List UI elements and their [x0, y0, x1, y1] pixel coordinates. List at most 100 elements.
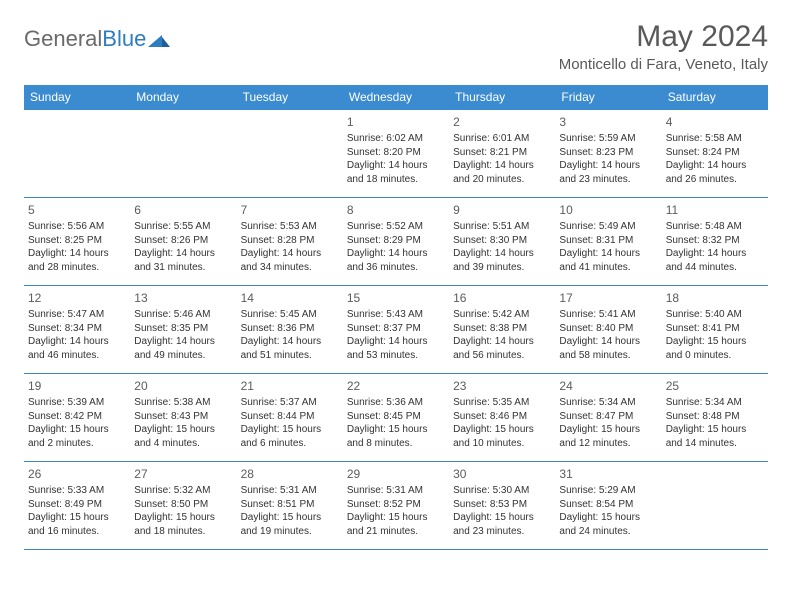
- brand-part1: General: [24, 26, 102, 52]
- calendar-page: GeneralBlue May 2024 Monticello di Fara,…: [0, 0, 792, 570]
- daylight-text: Daylight: 14 hours and 46 minutes.: [28, 335, 126, 362]
- daylight-text: Daylight: 14 hours and 56 minutes.: [453, 335, 551, 362]
- daylight-text: Daylight: 15 hours and 12 minutes.: [559, 423, 657, 450]
- sunrise-text: Sunrise: 5:51 AM: [453, 220, 551, 234]
- calendar-day-cell: 15Sunrise: 5:43 AMSunset: 8:37 PMDayligh…: [343, 286, 449, 374]
- day-number: 31: [559, 466, 657, 482]
- day-number: 3: [559, 114, 657, 130]
- sunrise-text: Sunrise: 5:53 AM: [241, 220, 339, 234]
- sunset-text: Sunset: 8:34 PM: [28, 322, 126, 336]
- daylight-text: Daylight: 15 hours and 0 minutes.: [666, 335, 764, 362]
- calendar-table: Sunday Monday Tuesday Wednesday Thursday…: [24, 85, 768, 550]
- calendar-day-cell: 8Sunrise: 5:52 AMSunset: 8:29 PMDaylight…: [343, 198, 449, 286]
- day-number: 6: [134, 202, 232, 218]
- day-number: 15: [347, 290, 445, 306]
- sunset-text: Sunset: 8:54 PM: [559, 498, 657, 512]
- sunset-text: Sunset: 8:21 PM: [453, 146, 551, 160]
- sunrise-text: Sunrise: 5:39 AM: [28, 396, 126, 410]
- sunrise-text: Sunrise: 5:34 AM: [666, 396, 764, 410]
- calendar-day-cell: 25Sunrise: 5:34 AMSunset: 8:48 PMDayligh…: [662, 374, 768, 462]
- sunrise-text: Sunrise: 5:36 AM: [347, 396, 445, 410]
- daylight-text: Daylight: 14 hours and 18 minutes.: [347, 159, 445, 186]
- sunrise-text: Sunrise: 5:45 AM: [241, 308, 339, 322]
- sunrise-text: Sunrise: 5:30 AM: [453, 484, 551, 498]
- sunset-text: Sunset: 8:38 PM: [453, 322, 551, 336]
- calendar-day-cell: [662, 462, 768, 550]
- sunrise-text: Sunrise: 5:31 AM: [347, 484, 445, 498]
- sunset-text: Sunset: 8:29 PM: [347, 234, 445, 248]
- day-number: 2: [453, 114, 551, 130]
- sunset-text: Sunset: 8:28 PM: [241, 234, 339, 248]
- day-header: Friday: [555, 85, 661, 110]
- day-number: 1: [347, 114, 445, 130]
- calendar-day-cell: 19Sunrise: 5:39 AMSunset: 8:42 PMDayligh…: [24, 374, 130, 462]
- daylight-text: Daylight: 14 hours and 28 minutes.: [28, 247, 126, 274]
- daylight-text: Daylight: 15 hours and 24 minutes.: [559, 511, 657, 538]
- day-number: 9: [453, 202, 551, 218]
- calendar-day-cell: 11Sunrise: 5:48 AMSunset: 8:32 PMDayligh…: [662, 198, 768, 286]
- calendar-day-cell: 18 Sunrise: 5:40 AMSunset: 8:41 PMDayligh…: [662, 286, 768, 374]
- day-number: 4: [666, 114, 764, 130]
- calendar-day-cell: 26Sunrise: 5:33 AMSunset: 8:49 PMDayligh…: [24, 462, 130, 550]
- page-header: GeneralBlue May 2024 Monticello di Fara,…: [24, 20, 768, 73]
- day-number: 28: [241, 466, 339, 482]
- day-header: Sunday: [24, 85, 130, 110]
- sunrise-text: Sunrise: 5:46 AM: [134, 308, 232, 322]
- calendar-day-cell: 14Sunrise: 5:45 AMSunset: 8:36 PMDayligh…: [237, 286, 343, 374]
- calendar-day-cell: 31 Sunrise: 5:29 AMSunset: 8:54 PMDayligh…: [555, 462, 661, 550]
- calendar-week-row: 5Sunrise: 5:56 AMSunset: 8:25 PMDaylight…: [24, 198, 768, 286]
- day-number: 18: [666, 290, 764, 306]
- sunrise-text: Sunrise: 5:31 AM: [241, 484, 339, 498]
- daylight-text: Daylight: 15 hours and 4 minutes.: [134, 423, 232, 450]
- calendar-week-row: 26Sunrise: 5:33 AMSunset: 8:49 PMDayligh…: [24, 462, 768, 550]
- sunset-text: Sunset: 8:46 PM: [453, 410, 551, 424]
- sunrise-text: Sunrise: 5:38 AM: [134, 396, 232, 410]
- sunrise-text: Sunrise: 5:34 AM: [559, 396, 657, 410]
- calendar-day-cell: 6Sunrise: 5:55 AMSunset: 8:26 PMDaylight…: [130, 198, 236, 286]
- day-number: 16: [453, 290, 551, 306]
- day-header: Wednesday: [343, 85, 449, 110]
- brand-part2: Blue: [102, 26, 146, 52]
- sunset-text: Sunset: 8:40 PM: [559, 322, 657, 336]
- day-number: 20: [134, 378, 232, 394]
- sunset-text: Sunset: 8:37 PM: [347, 322, 445, 336]
- day-number: 22: [347, 378, 445, 394]
- sunrise-text: Sunrise: 5:58 AM: [666, 132, 764, 146]
- calendar-week-row: 12Sunrise: 5:47 AMSunset: 8:34 PMDayligh…: [24, 286, 768, 374]
- sunrise-text: Sunrise: 5:42 AM: [453, 308, 551, 322]
- sunrise-text: Sunrise: 5:29 AM: [559, 484, 657, 498]
- day-number: 30: [453, 466, 551, 482]
- sunset-text: Sunset: 8:45 PM: [347, 410, 445, 424]
- sunrise-text: Sunrise: 5:40 AM: [666, 308, 764, 322]
- sunset-text: Sunset: 8:41 PM: [666, 322, 764, 336]
- day-number: 29: [347, 466, 445, 482]
- sunset-text: Sunset: 8:53 PM: [453, 498, 551, 512]
- daylight-text: Daylight: 14 hours and 44 minutes.: [666, 247, 764, 274]
- daylight-text: Daylight: 15 hours and 2 minutes.: [28, 423, 126, 450]
- sunrise-text: Sunrise: 5:43 AM: [347, 308, 445, 322]
- calendar-day-cell: 3Sunrise: 5:59 AMSunset: 8:23 PMDaylight…: [555, 110, 661, 198]
- sunrise-text: Sunrise: 5:59 AM: [559, 132, 657, 146]
- sunset-text: Sunset: 8:20 PM: [347, 146, 445, 160]
- sunrise-text: Sunrise: 6:01 AM: [453, 132, 551, 146]
- daylight-text: Daylight: 14 hours and 58 minutes.: [559, 335, 657, 362]
- calendar-day-cell: 4Sunrise: 5:58 AMSunset: 8:24 PMDaylight…: [662, 110, 768, 198]
- daylight-text: Daylight: 14 hours and 49 minutes.: [134, 335, 232, 362]
- sunrise-text: Sunrise: 5:49 AM: [559, 220, 657, 234]
- daylight-text: Daylight: 14 hours and 26 minutes.: [666, 159, 764, 186]
- calendar-day-cell: 30Sunrise: 5:30 AMSunset: 8:53 PMDayligh…: [449, 462, 555, 550]
- day-number: 7: [241, 202, 339, 218]
- day-number: 27: [134, 466, 232, 482]
- sunset-text: Sunset: 8:25 PM: [28, 234, 126, 248]
- calendar-day-cell: 23Sunrise: 5:35 AMSunset: 8:46 PMDayligh…: [449, 374, 555, 462]
- sunrise-text: Sunrise: 5:48 AM: [666, 220, 764, 234]
- day-number: 11: [666, 202, 764, 218]
- calendar-day-cell: 10Sunrise: 5:49 AMSunset: 8:31 PMDayligh…: [555, 198, 661, 286]
- day-number: 23: [453, 378, 551, 394]
- day-header: Thursday: [449, 85, 555, 110]
- brand-logo: GeneralBlue: [24, 20, 170, 52]
- sunset-text: Sunset: 8:49 PM: [28, 498, 126, 512]
- daylight-text: Daylight: 14 hours and 31 minutes.: [134, 247, 232, 274]
- daylight-text: Daylight: 14 hours and 39 minutes.: [453, 247, 551, 274]
- sunset-text: Sunset: 8:31 PM: [559, 234, 657, 248]
